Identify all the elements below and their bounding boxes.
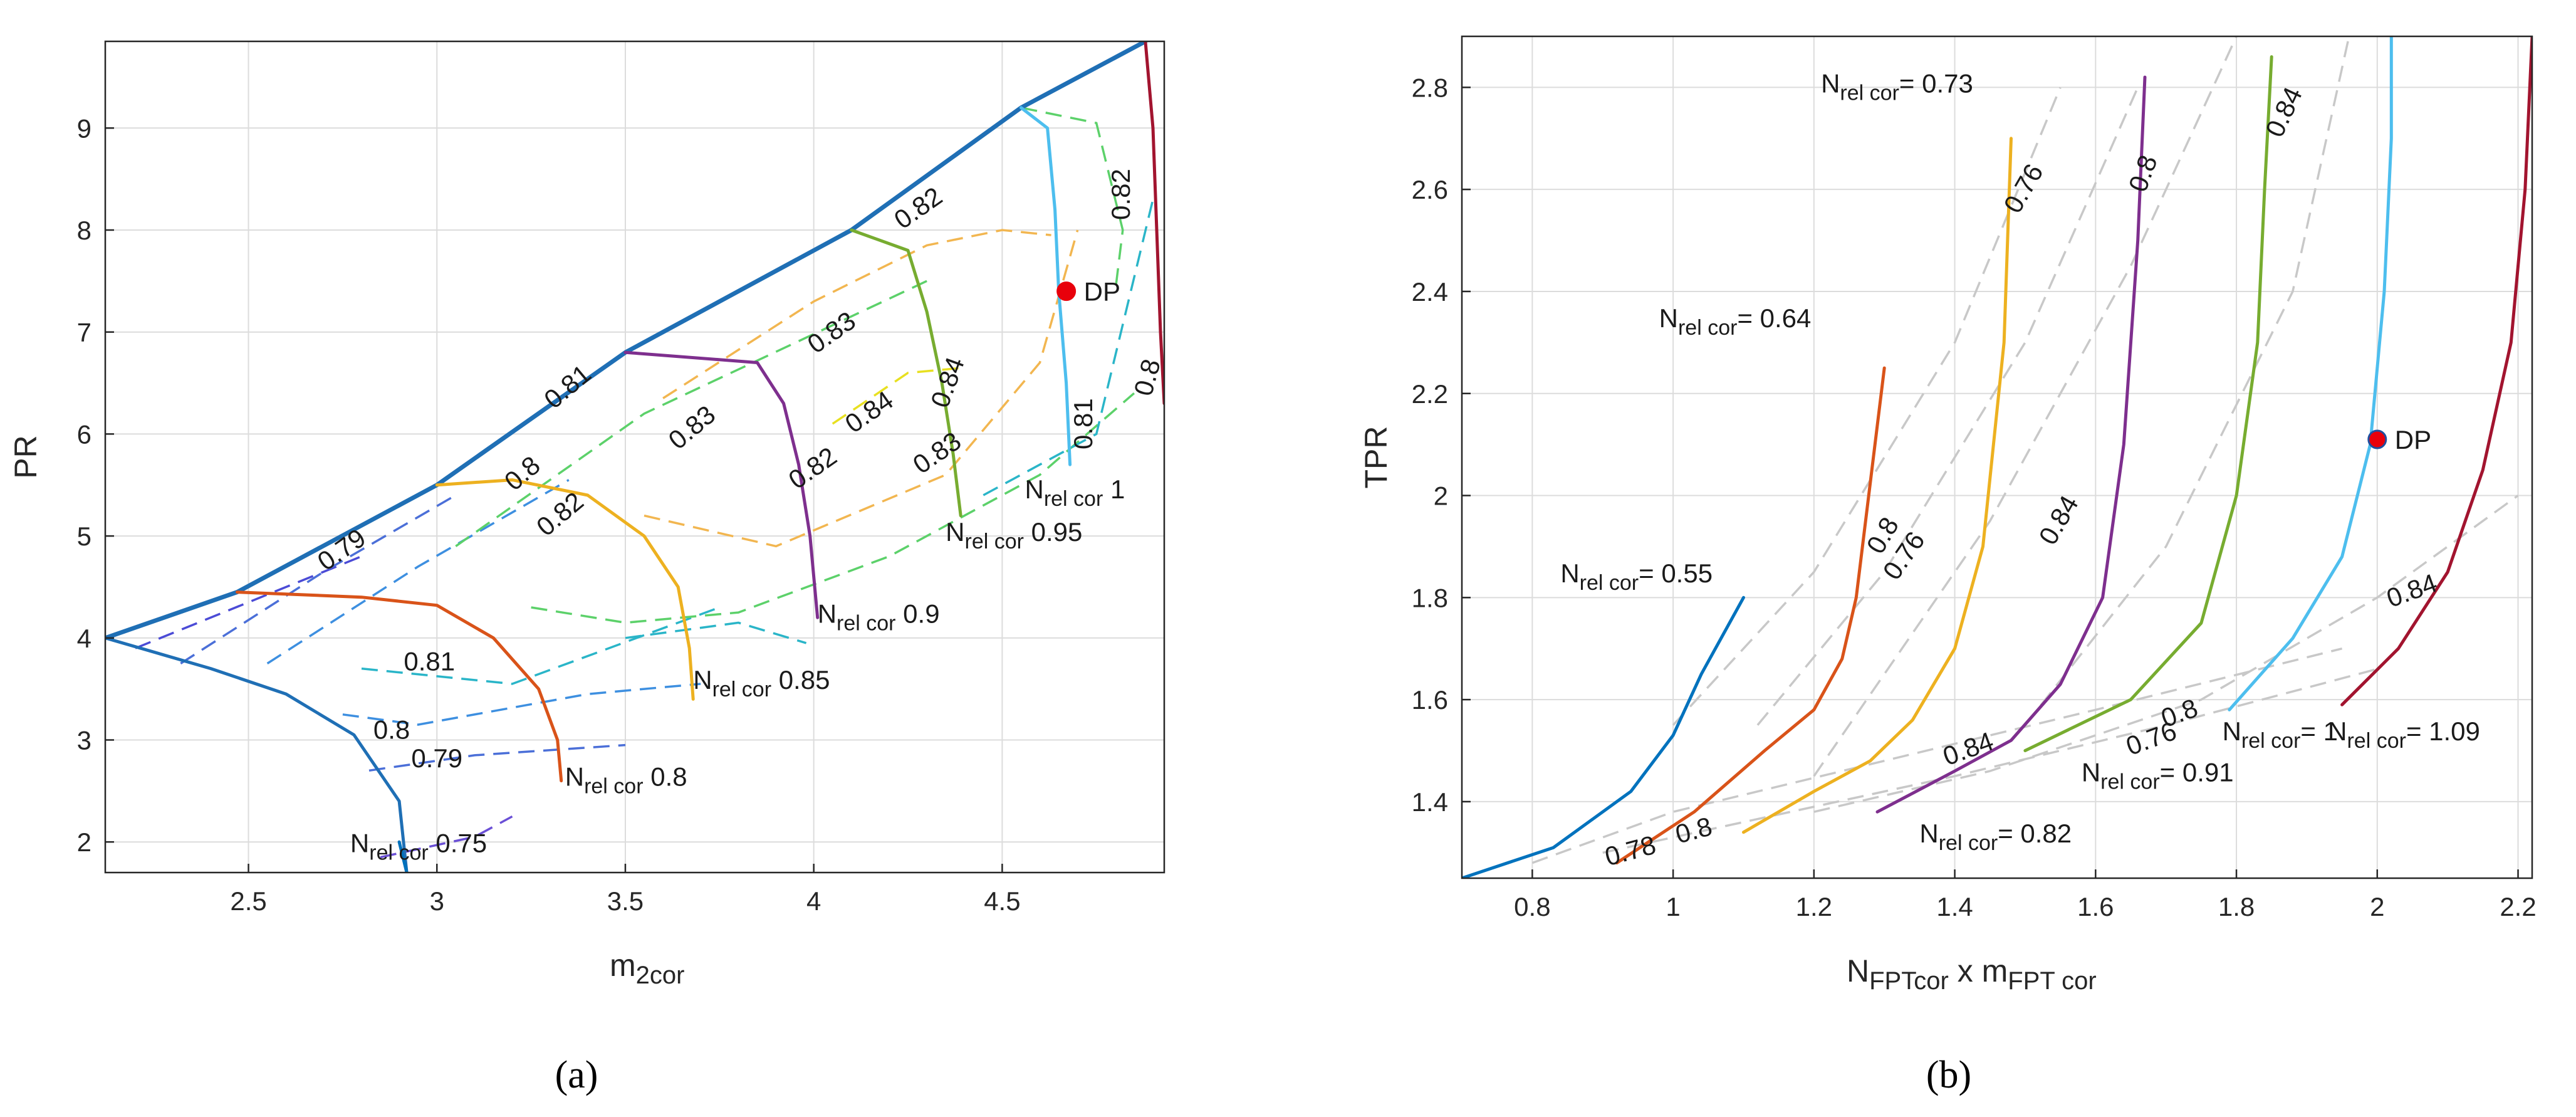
series-line-n-1-09	[1144, 41, 1164, 406]
series-line-n-0-75	[397, 840, 409, 873]
grid	[105, 41, 1164, 873]
speed-line-label: Nrel cor 0.8	[565, 762, 687, 799]
speed-line-label: Nrel cor 1	[1025, 475, 1125, 511]
y-tick-label: 3	[77, 725, 91, 755]
speed-line-label: Nrel cor= 0.64	[1659, 303, 1812, 340]
speed-line-label: Nrel cor= 0.55	[1560, 558, 1713, 595]
speed-line-label: Nrel cor= 0.91	[2082, 757, 2234, 794]
efficiency-contour-0-81	[625, 621, 807, 644]
x-tick-label: 1	[1666, 892, 1680, 921]
axes-box	[104, 40, 1165, 874]
efficiency-contour-0-81	[983, 199, 1154, 496]
y-tick-label: 2.2	[1412, 379, 1448, 409]
efficiency-contour-0-8	[342, 683, 701, 726]
efficiency-contour-0-82	[455, 280, 927, 547]
y-tick-label: 4	[77, 624, 91, 653]
panel-a-label: (a)	[555, 1054, 598, 1096]
x-tick-label: 4	[806, 886, 821, 916]
y-tick-label: 8	[77, 216, 91, 245]
series-line-n-0-82	[1875, 75, 2147, 814]
speed-line-label: Nrel cor= 0.73	[1821, 69, 1973, 105]
efficiency-contour-0-81	[361, 606, 720, 685]
panel-b-label: (b)	[1926, 1054, 1971, 1096]
series-line-n-1	[1019, 106, 1072, 466]
x-tick-label: 2.2	[2500, 892, 2536, 921]
design-point-label: DP	[1084, 277, 1120, 307]
y-tick-label: 2	[77, 827, 91, 857]
efficiency-contour-0-79	[180, 494, 457, 664]
series-line-n-0-91	[2023, 55, 2273, 752]
grid	[1462, 36, 2532, 878]
efficiency-contour-0-8	[266, 479, 570, 664]
efficiency-contour-0-8	[1602, 668, 2378, 854]
efficiency-contour-0-75	[135, 555, 362, 649]
x-axis-label: m2cor	[610, 948, 684, 989]
y-tick-label: 5	[77, 522, 91, 551]
x-tick-label: 1.8	[2218, 892, 2255, 921]
series-line-n-0-9	[623, 350, 820, 619]
speed-line-label: Nrel cor 0.9	[818, 599, 940, 635]
speed-line-label: Nrel cor= 0.82	[1919, 819, 2072, 855]
x-tick-label: 1.6	[2077, 892, 2114, 921]
contour-label: 0.81	[404, 647, 455, 676]
efficiency-contour-0-83	[662, 229, 1051, 399]
x-tick-label: 4.5	[984, 886, 1020, 916]
speed-line-label: Nrel cor 0.75	[350, 828, 487, 864]
speed-line-label: Nrel cor= 1	[2223, 716, 2338, 753]
series-line-n-0-64	[1615, 366, 1886, 865]
x-tick-label: 0.8	[1514, 892, 1550, 921]
series-line-n-0-55	[1462, 595, 1745, 878]
contour-label: 0.79	[411, 743, 462, 773]
x-tick-label: 1.2	[1796, 892, 1832, 921]
y-tick-label: 1.8	[1412, 583, 1448, 612]
contour-label: 0.8	[373, 715, 410, 745]
x-tick-label: 1.4	[1936, 892, 1973, 921]
design-point-marker	[2367, 429, 2387, 449]
y-tick-label: 6	[77, 419, 91, 449]
speed-line-label: Nrel cor 0.95	[946, 517, 1082, 553]
series-line-choke-line	[105, 636, 409, 873]
plot-area	[1462, 36, 2532, 878]
series-line-n-0-95	[850, 228, 962, 518]
efficiency-contour-0-84	[1813, 495, 2519, 813]
speed-line-label: Nrel cor= 1.09	[2328, 716, 2480, 753]
efficiency-contour-0-84	[2024, 36, 2350, 726]
chart-panel-a: 0.790.80.820.810.830.830.840.840.830.820…	[8, 40, 1166, 989]
y-axis-label: TPR	[1358, 426, 1394, 489]
y-tick-label: 2	[1434, 481, 1448, 511]
x-tick-label: 2	[2370, 892, 2384, 921]
plot-area	[105, 41, 1164, 873]
x-tick-label: 3.5	[607, 886, 644, 916]
efficiency-contour-0-75	[380, 815, 513, 859]
y-tick-label: 2.4	[1412, 277, 1448, 307]
efficiency-contour-0-83	[644, 229, 1079, 548]
series-line-n-0-85	[435, 478, 695, 701]
speed-line-label: Nrel cor 0.85	[693, 665, 830, 701]
series-line-n-1-09	[2340, 36, 2532, 706]
efficiency-contour-0-84	[1813, 36, 2238, 777]
y-axis-label: PR	[8, 435, 43, 478]
x-tick-label: 3	[430, 886, 444, 916]
y-tick-label: 7	[77, 318, 91, 347]
design-point-label: DP	[2395, 425, 2431, 454]
efficiency-contour-0-76	[1531, 648, 2343, 864]
efficiency-contour-0-8	[1756, 87, 2139, 726]
y-tick-label: 2.6	[1412, 175, 1448, 204]
y-tick-label: 2.8	[1412, 73, 1448, 102]
axes-box	[1461, 35, 2533, 879]
efficiency-contour-0-84	[832, 366, 965, 425]
x-tick-label: 2.5	[230, 886, 266, 916]
x-axis-label: NFPTcor x mFPT cor	[1847, 953, 2097, 995]
contour-label: 0.81	[1068, 398, 1098, 449]
efficiency-contour-0-82	[1021, 107, 1124, 291]
y-tick-label: 1.6	[1412, 685, 1448, 715]
y-tick-label: 1.4	[1412, 787, 1448, 817]
efficiency-contour-0-79	[368, 743, 626, 772]
contour-label: 0.82	[1106, 169, 1135, 220]
series-line-n-0-8	[236, 590, 563, 783]
y-tick-label: 9	[77, 113, 91, 143]
design-point-marker	[1056, 281, 1077, 302]
series-line-n-0-73	[1742, 137, 2013, 834]
